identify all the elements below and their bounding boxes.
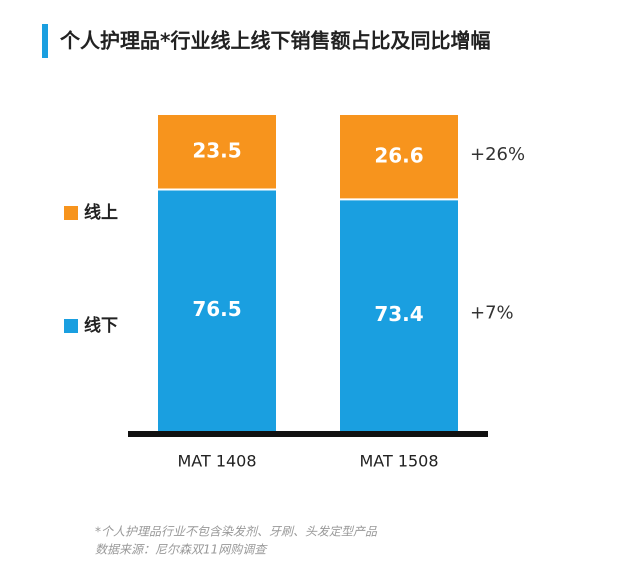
growth-label: +26%	[470, 144, 525, 165]
legend-swatch	[64, 206, 78, 220]
bar-segment	[340, 199, 458, 432]
chart-title: 个人护理品*行业线上线下销售额占比及同比增幅	[59, 29, 490, 53]
growth-label: +7%	[470, 303, 514, 324]
footnote: 数据来源：尼尔森双11网购调查	[95, 543, 268, 557]
x-axis	[128, 431, 488, 437]
x-tick-label: MAT 1408	[177, 452, 256, 471]
legend-swatch	[64, 319, 78, 333]
legend-label: 线下	[84, 315, 118, 336]
legend-label: 线上	[84, 202, 118, 223]
title-accent	[42, 24, 48, 58]
footnote: *个人护理品行业不包含染发剂、牙刷、头发定型产品	[95, 525, 378, 539]
bar-segment	[340, 115, 458, 200]
value-label: 73.4	[374, 302, 423, 326]
value-label: 23.5	[192, 139, 241, 163]
bar-segment	[158, 115, 276, 190]
bar-segment	[158, 189, 276, 432]
x-tick-label: MAT 1508	[359, 452, 438, 471]
value-label: 76.5	[192, 297, 241, 321]
value-label: 26.6	[374, 144, 423, 168]
